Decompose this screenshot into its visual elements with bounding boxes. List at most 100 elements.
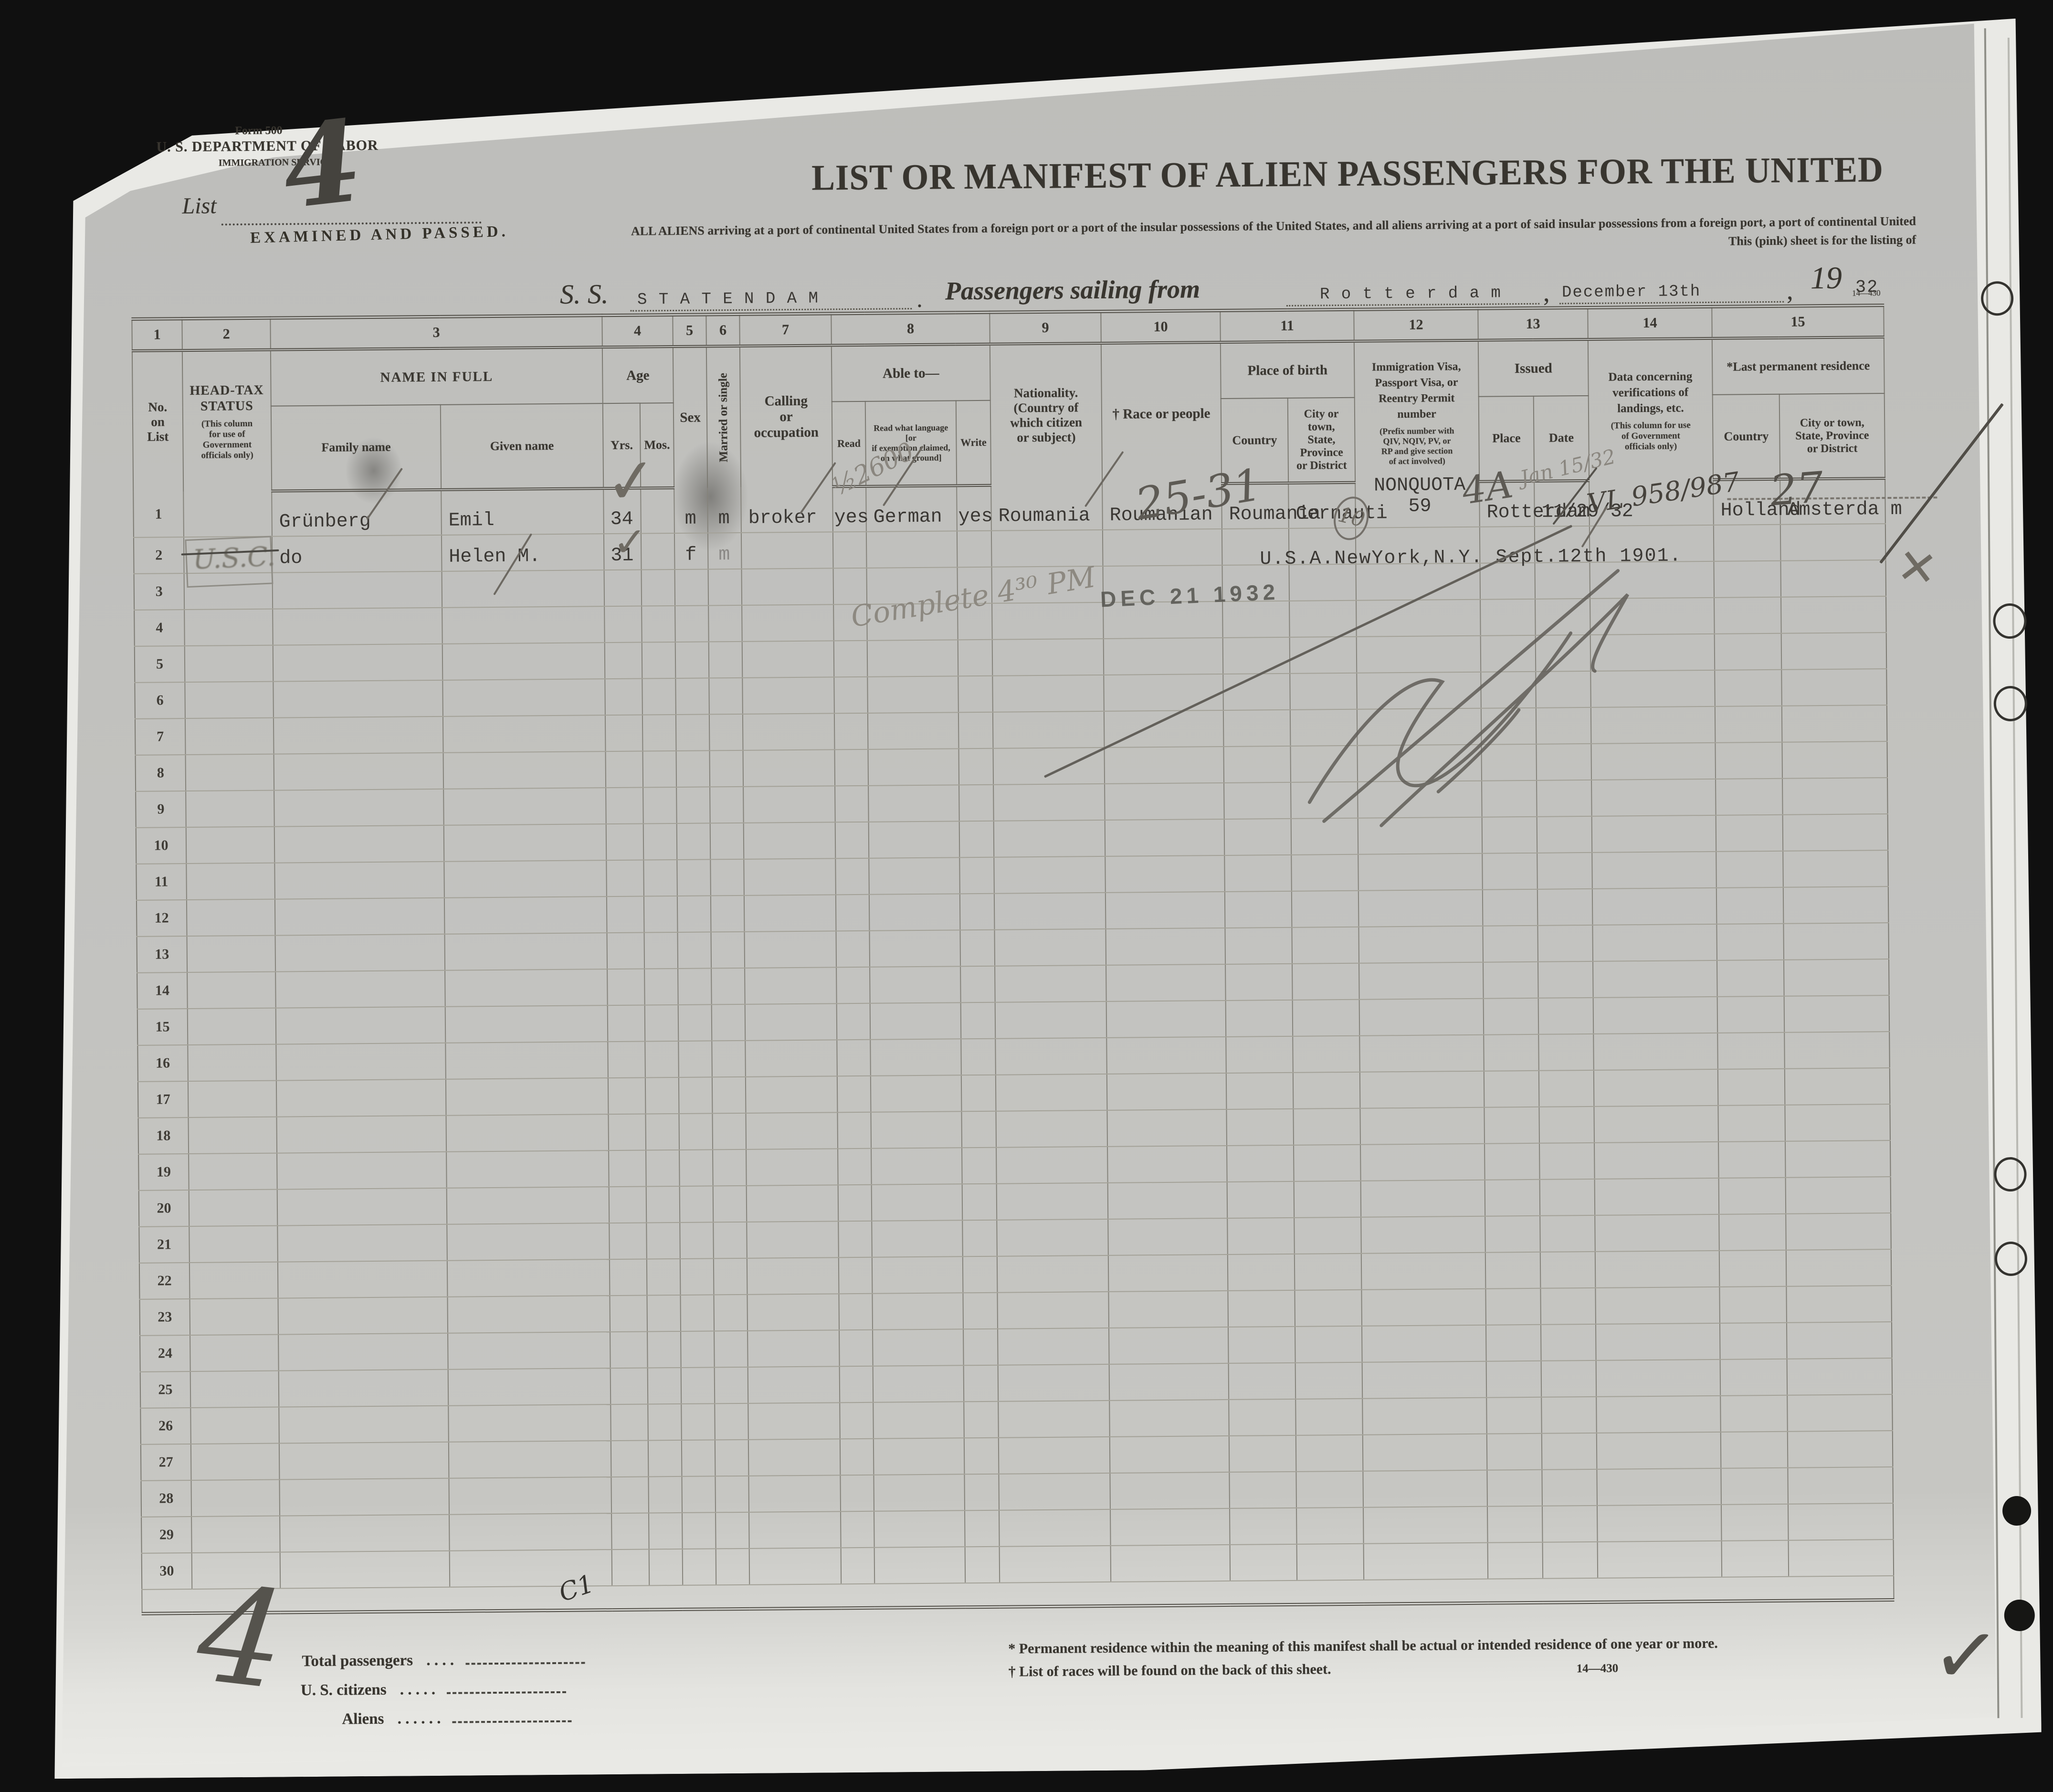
cell-headtax (191, 1516, 280, 1553)
cell-yrs (604, 606, 642, 643)
totals-row-passengers: Total passengers . . . . (302, 1651, 585, 1671)
cell-family (275, 1006, 446, 1044)
verifications-title: Data concerning verifications of landing… (1608, 370, 1693, 415)
cell-mos (649, 1549, 683, 1586)
cell-mos (642, 642, 676, 679)
cell-birth-city (1295, 1434, 1363, 1472)
cell-birth-country (1229, 1435, 1296, 1472)
cell-calling (741, 568, 834, 605)
cell-nationality (996, 1182, 1108, 1220)
cell-issued-place (1482, 853, 1537, 890)
cell-family (276, 1043, 446, 1081)
aliens-dots: . . . . . . (397, 1709, 441, 1728)
handwritten-list-number: 4 (275, 95, 368, 235)
cell-married (716, 1512, 749, 1549)
cell-read (835, 858, 869, 895)
cell-married (708, 641, 743, 678)
cell-birth-country (1227, 1254, 1295, 1291)
cell-nationality (992, 638, 1104, 676)
cell-visa (1361, 1282, 1486, 1319)
cell-issued-place (1487, 1542, 1543, 1579)
cell-res-country (1717, 959, 1784, 997)
cell-family: do (272, 535, 442, 573)
cell-family (273, 643, 443, 682)
cell-res-country (1716, 887, 1784, 924)
header-head-tax: HEAD-TAX STATUS (This column for use of … (182, 349, 272, 492)
cell-family (274, 897, 445, 936)
cell-race (1107, 1181, 1228, 1219)
cell-married (710, 895, 745, 932)
cell-verification (1595, 1214, 1719, 1252)
cell-yrs (607, 1005, 645, 1042)
row-number: 18 (138, 1117, 189, 1154)
cell-birth-country (1228, 1290, 1295, 1327)
cell-readlang (868, 821, 960, 858)
cell-res-country (1716, 778, 1783, 815)
cell-mos (643, 787, 677, 824)
row-number: 6 (135, 682, 185, 719)
col-num-14: 14 (1588, 306, 1712, 339)
cell-birth-city (1291, 854, 1358, 891)
cell-verification (1596, 1323, 1720, 1360)
cell-mos (643, 823, 677, 860)
cell-readlang (873, 1365, 964, 1402)
cell-calling (745, 1040, 837, 1077)
cell-race (1105, 782, 1224, 820)
punch-hole (1993, 603, 2027, 639)
header-visa: Immigration Visa, Passport Visa, or Reen… (1354, 340, 1480, 483)
cell-verification (1593, 960, 1717, 998)
cell-readlang (873, 1438, 965, 1475)
cell-res-country (1718, 1177, 1786, 1214)
cell-verification (1593, 1033, 1718, 1070)
cell-write (960, 1002, 996, 1039)
cell-yrs (609, 1223, 647, 1260)
cell-readlang (872, 1220, 963, 1257)
cell-readlang (867, 676, 958, 713)
row-number: 13 (137, 936, 188, 973)
cell-res-country (1716, 814, 1783, 852)
cell-nationality (998, 1328, 1109, 1365)
cell-given (445, 1042, 608, 1079)
cell-visa (1359, 991, 1484, 1029)
cell-family (276, 1079, 446, 1117)
cell-write (962, 1147, 997, 1184)
cell-married (710, 786, 744, 823)
cell-verification (1594, 1178, 1719, 1215)
cell-res-city (1780, 560, 1886, 597)
header-no-on-list: No. on List (132, 350, 184, 492)
cell-calling (747, 1221, 839, 1258)
cell-write (964, 1474, 1000, 1511)
cell-calling (746, 1149, 838, 1186)
cell-yrs (606, 823, 644, 861)
col-num-10: 10 (1101, 310, 1221, 343)
cell-readlang (874, 1510, 965, 1548)
cell-nationality (994, 928, 1106, 966)
cell-given (448, 1441, 611, 1478)
cell-res-city (1784, 995, 1890, 1033)
cell-birth-city (1296, 1507, 1364, 1544)
cell-issued-date (1540, 1251, 1596, 1288)
cell-verification (1596, 1359, 1721, 1397)
cell-yrs (609, 1186, 647, 1223)
cell-res-city (1784, 1068, 1890, 1105)
row-number: 24 (140, 1335, 190, 1372)
cell-mos (649, 1512, 683, 1550)
cell-race (1105, 891, 1225, 929)
cell-race (1104, 710, 1224, 748)
cell-read (836, 1003, 871, 1040)
cell-nationality: Roumania (991, 484, 1103, 531)
cell-calling (741, 532, 833, 569)
header-last-residence: *Last permanent residence (1712, 337, 1885, 395)
cell-given (449, 1513, 612, 1551)
x-mark: ✕ (1894, 537, 1941, 598)
cell-given (442, 643, 605, 680)
cell-sex (679, 1113, 713, 1150)
cell-verification (1595, 1286, 1720, 1324)
cell-calling (749, 1511, 841, 1549)
cell-res-city (1785, 1140, 1891, 1178)
cell-married (709, 750, 744, 787)
cell-race (1104, 674, 1223, 711)
cell-sex (677, 932, 712, 969)
ship-name-line: S T A T E N D A M (630, 280, 912, 312)
cell-calling (746, 1185, 839, 1222)
